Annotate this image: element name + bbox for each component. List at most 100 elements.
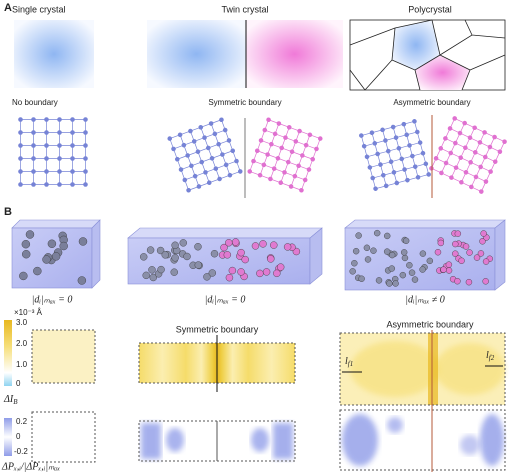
bond bbox=[375, 174, 429, 190]
atom bbox=[208, 121, 214, 126]
colorbar-tick: -0.2 bbox=[14, 447, 28, 456]
atom bbox=[358, 275, 365, 282]
atom bbox=[19, 271, 28, 281]
atom bbox=[231, 238, 240, 246]
atom bbox=[420, 150, 426, 156]
atom bbox=[216, 141, 221, 147]
atom bbox=[31, 117, 36, 122]
atom bbox=[286, 124, 292, 130]
atom bbox=[194, 243, 202, 251]
atom bbox=[283, 135, 288, 140]
boundary-label: Asymmetric boundary bbox=[393, 98, 470, 107]
atom bbox=[178, 167, 184, 172]
atom bbox=[314, 146, 319, 152]
atom bbox=[473, 254, 481, 261]
atom bbox=[480, 230, 487, 237]
atom bbox=[352, 247, 360, 255]
atom bbox=[47, 239, 57, 248]
bond bbox=[441, 122, 465, 174]
atom bbox=[170, 268, 178, 276]
atom bbox=[452, 116, 457, 121]
atom bbox=[465, 278, 473, 286]
atom bbox=[70, 130, 75, 135]
map-single-p bbox=[31, 411, 96, 463]
atom bbox=[467, 135, 473, 141]
atom bbox=[363, 244, 371, 252]
atom bbox=[225, 273, 234, 282]
atom bbox=[482, 130, 487, 135]
bond bbox=[431, 118, 456, 169]
atom bbox=[408, 269, 416, 276]
atom bbox=[157, 265, 165, 274]
atom bbox=[306, 167, 312, 172]
atom bbox=[262, 268, 271, 276]
atom bbox=[283, 243, 292, 251]
atom bbox=[437, 239, 445, 247]
atom bbox=[266, 117, 271, 123]
atom bbox=[251, 242, 260, 250]
bond bbox=[461, 132, 485, 183]
atom bbox=[188, 128, 193, 134]
atom bbox=[402, 237, 410, 244]
colorbar bbox=[4, 320, 12, 386]
map-title: Symmetric boundary bbox=[176, 324, 259, 334]
atom bbox=[473, 150, 478, 155]
atom bbox=[412, 164, 418, 169]
atom bbox=[83, 117, 88, 122]
atom bbox=[426, 257, 434, 265]
displacement-label: |dᵢ|ₘₐₓ ≠ 0 bbox=[405, 294, 445, 305]
atom bbox=[57, 117, 62, 122]
atom bbox=[210, 249, 219, 258]
subscript: f2 bbox=[489, 354, 495, 362]
colorbar-unit: ×10⁻³ Å bbox=[14, 308, 43, 317]
atom bbox=[146, 246, 155, 254]
atom bbox=[369, 130, 375, 136]
atom bbox=[478, 164, 483, 170]
atom bbox=[220, 243, 228, 252]
map-twin-p bbox=[138, 420, 296, 462]
atom bbox=[222, 127, 228, 133]
bond bbox=[431, 167, 482, 192]
atom bbox=[487, 144, 493, 150]
atom bbox=[171, 254, 179, 262]
atom bbox=[208, 269, 216, 277]
atom bbox=[44, 117, 49, 122]
twin-left bbox=[147, 20, 246, 88]
atom bbox=[473, 174, 479, 180]
twin-right bbox=[246, 20, 343, 88]
atom bbox=[212, 131, 218, 137]
atom bbox=[399, 271, 407, 279]
atom bbox=[454, 230, 462, 237]
atom bbox=[276, 263, 285, 271]
bond bbox=[440, 148, 491, 172]
bond bbox=[471, 136, 495, 188]
atom bbox=[393, 135, 399, 140]
bond bbox=[435, 158, 487, 182]
atom bbox=[292, 173, 298, 179]
map-poly-p bbox=[339, 408, 506, 472]
map-title: Asymmetric boundary bbox=[386, 319, 474, 329]
bond bbox=[188, 171, 241, 191]
bond bbox=[445, 138, 496, 162]
colorbar-tick: 0 bbox=[16, 379, 21, 388]
colorbar-tick: 0.2 bbox=[16, 417, 28, 426]
atom bbox=[234, 158, 239, 164]
atom bbox=[497, 149, 503, 154]
atom bbox=[205, 145, 211, 151]
atom bbox=[57, 130, 62, 135]
atom bbox=[384, 232, 391, 240]
lattice bbox=[167, 117, 243, 193]
atom bbox=[349, 268, 356, 275]
atoms bbox=[19, 229, 493, 287]
atom bbox=[364, 256, 372, 263]
atom bbox=[483, 179, 489, 184]
atom bbox=[390, 124, 396, 130]
atom bbox=[83, 169, 88, 174]
atom bbox=[468, 160, 473, 165]
map-single bbox=[31, 329, 96, 384]
atom bbox=[267, 255, 275, 263]
atom bbox=[270, 241, 278, 249]
atom bbox=[78, 237, 88, 246]
atom bbox=[33, 266, 42, 276]
atom bbox=[198, 124, 204, 130]
